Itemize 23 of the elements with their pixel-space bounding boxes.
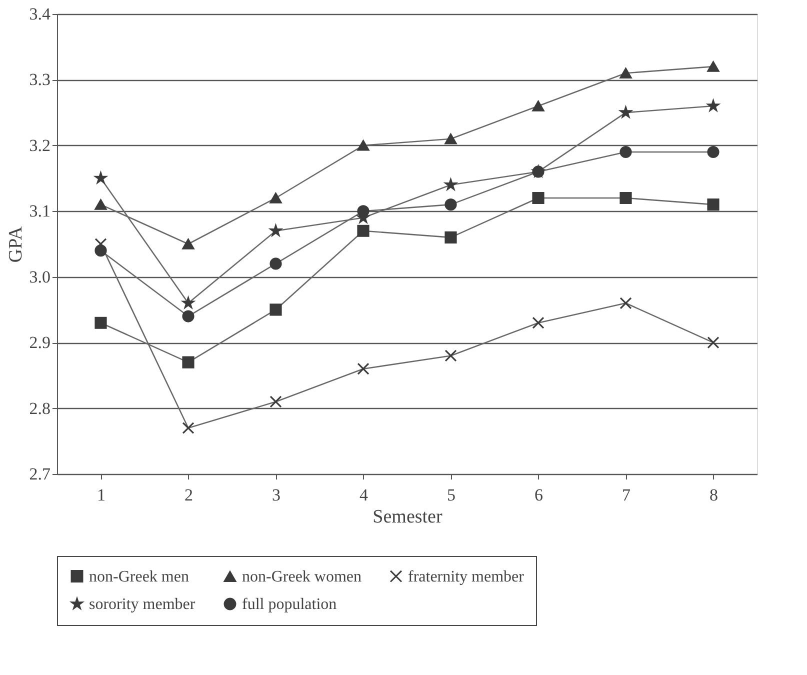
- y-tick-label: 2.7: [29, 464, 51, 484]
- x-tick-label: 1: [97, 486, 106, 504]
- y-tick-label: 3.0: [29, 267, 50, 286]
- y-tick-label: 2.8: [29, 398, 50, 418]
- x-axis-title: Semester: [372, 506, 443, 528]
- legend-label: full population: [242, 596, 337, 613]
- y-tick-label: 2.9: [29, 333, 50, 352]
- x-tick-label: 3: [272, 486, 280, 504]
- y-tick-label: 3.2: [29, 136, 50, 155]
- x-tick-label: 4: [360, 486, 368, 504]
- y-axis-title: GPA: [5, 226, 26, 263]
- y-tick-label: 3.4: [29, 4, 51, 24]
- legend-label: fraternity member: [408, 568, 525, 586]
- legend-label: non-Greek men: [89, 568, 189, 586]
- x-tick-label: 5: [447, 486, 456, 504]
- x-tick-label: 8: [710, 486, 718, 504]
- x-tick-label: 7: [622, 486, 631, 504]
- y-tick-label: 3.3: [29, 70, 50, 90]
- legend-label: sorority member: [89, 596, 196, 613]
- x-tick-label: 6: [534, 486, 543, 504]
- legend-label: non-Greek women: [242, 568, 362, 586]
- x-tick-label: 2: [184, 486, 193, 504]
- y-tick-label: 3.1: [29, 202, 50, 221]
